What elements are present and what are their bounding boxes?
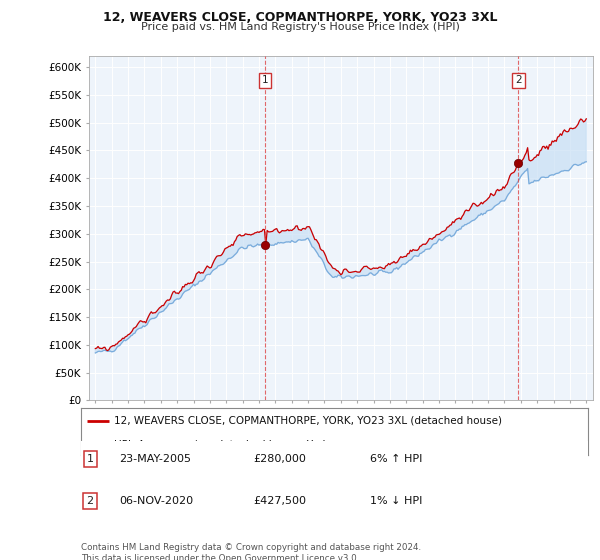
Text: 06-NOV-2020: 06-NOV-2020 (119, 496, 193, 506)
Text: HPI: Average price, detached house, York: HPI: Average price, detached house, York (114, 440, 329, 450)
Text: 1: 1 (86, 454, 94, 464)
Text: £427,500: £427,500 (253, 496, 307, 506)
Text: 2: 2 (515, 76, 521, 86)
Text: 12, WEAVERS CLOSE, COPMANTHORPE, YORK, YO23 3XL: 12, WEAVERS CLOSE, COPMANTHORPE, YORK, Y… (103, 11, 497, 24)
Text: 23-MAY-2005: 23-MAY-2005 (119, 454, 191, 464)
Text: 6% ↑ HPI: 6% ↑ HPI (370, 454, 422, 464)
Text: 1% ↓ HPI: 1% ↓ HPI (370, 496, 422, 506)
Text: Contains HM Land Registry data © Crown copyright and database right 2024.
This d: Contains HM Land Registry data © Crown c… (81, 543, 421, 560)
Text: £280,000: £280,000 (253, 454, 306, 464)
Text: 2: 2 (86, 496, 94, 506)
Text: 1: 1 (262, 76, 269, 86)
Text: Price paid vs. HM Land Registry's House Price Index (HPI): Price paid vs. HM Land Registry's House … (140, 22, 460, 32)
Text: 12, WEAVERS CLOSE, COPMANTHORPE, YORK, YO23 3XL (detached house): 12, WEAVERS CLOSE, COPMANTHORPE, YORK, Y… (114, 416, 502, 426)
